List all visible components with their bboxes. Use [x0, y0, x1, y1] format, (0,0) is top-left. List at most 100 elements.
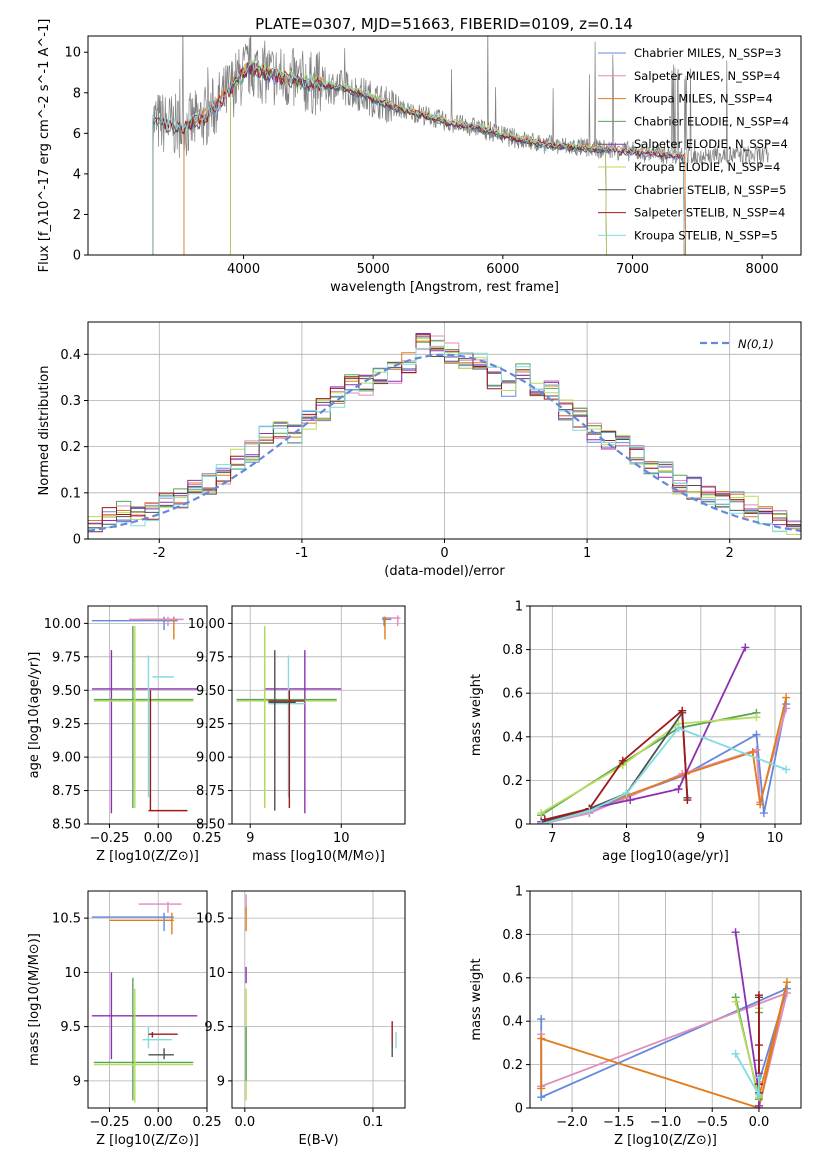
error-cross — [268, 650, 296, 811]
mass-weight-line — [540, 703, 788, 824]
y-axis-label: age [log10(age/yr)] — [27, 652, 42, 779]
y-tick-label: 8.75 — [52, 784, 81, 799]
x-tick-label: −0.25 — [90, 1115, 130, 1130]
series-group-age_vs_Z — [91, 616, 198, 814]
axes-frame — [231, 605, 406, 825]
y-tick-label: 0.1 — [60, 486, 81, 501]
axes-frame — [529, 890, 802, 1109]
x-tick-label: −2.0 — [556, 1115, 588, 1130]
error-cross — [91, 650, 198, 814]
mass-weight-point — [782, 693, 791, 702]
x-tick-label: 7 — [548, 831, 556, 846]
panel-weight_vs_age: 7 8 9 10 0 0.2 0.4 0.6 0.8 1 age [log10(age/yr)] ma… — [469, 600, 802, 864]
mass-weight-point — [754, 1041, 763, 1050]
legend-entry: Salpeter STELIB, N_SSP=4 — [634, 206, 785, 220]
y-tick-label: 0 — [73, 533, 81, 548]
figure-title: PLATE=0307, MJD=51663, FIBERID=0109, z=0… — [255, 15, 633, 33]
y-tick-label: 10.00 — [188, 617, 225, 632]
error-cross — [128, 616, 184, 627]
mass-weight-point — [537, 1084, 546, 1093]
y-tick-label: 10 — [64, 966, 81, 981]
y-tick-label: 0.6 — [502, 687, 523, 702]
residual-histogram-step — [88, 345, 801, 532]
axes-frame — [87, 890, 208, 1109]
y-tick-label: 0 — [515, 1102, 523, 1117]
y-tick-label: 10 — [208, 966, 225, 981]
series-group-age_vs_mass — [236, 615, 401, 814]
model-spectrum-line — [183, 62, 686, 255]
x-tick-label: −0.25 — [90, 831, 130, 846]
panel-age_vs_mass: 9 10 8.50 8.75 9.00 9.25 9.50 9.75 10.00 mass [lo… — [188, 605, 406, 864]
y-tick-label: 9.5 — [204, 1020, 225, 1035]
y-tick-label: 9.75 — [52, 650, 81, 665]
legend-entry: Kroupa STELIB, N_SSP=5 — [634, 228, 778, 242]
gaussian-reference-line — [88, 353, 801, 532]
y-tick-label: 4 — [73, 167, 81, 182]
mass-weight-point — [731, 1049, 740, 1058]
legend-entry: Kroupa ELODIE, N_SSP=4 — [634, 160, 780, 174]
mass-weight-point — [674, 724, 683, 733]
y-axis-label: Flux [f_λ10^-17 erg cm^-2 s^-1 A^-1] — [37, 19, 52, 273]
panel-age_vs_Z: −0.25 0.00 0.258.508.759.009.259.509.7510.… — [27, 605, 221, 864]
x-tick-label: −1.0 — [650, 1115, 682, 1130]
y-tick-label: 8.50 — [52, 818, 81, 833]
panel-mass_vs_Z: −0.25 0.00 0.25 9 9.5 10 10.5 Z [log10(Z/Z⊙)] ma… — [27, 890, 222, 1148]
x-axis-label: mass [log10(M/M⊙)] — [252, 849, 385, 864]
x-tick-label: 0.0 — [749, 1115, 770, 1130]
y-tick-label: 0.2 — [60, 440, 81, 455]
x-tick-label: -2 — [153, 546, 166, 561]
x-tick-label: 8 — [622, 831, 630, 846]
x-tick-label: 8000 — [746, 262, 779, 277]
legend-entry: Salpeter ELODIE, N_SSP=4 — [634, 137, 788, 151]
mass-weight-point — [782, 978, 791, 987]
x-tick-label: 2 — [726, 546, 734, 561]
error-cross — [138, 901, 182, 913]
error-cross — [236, 626, 337, 808]
mass-weight-point — [674, 785, 683, 794]
mass-weight-point — [782, 765, 791, 774]
x-tick-label: 0.25 — [193, 1115, 222, 1130]
mass-weight-point — [585, 806, 594, 815]
error-cross — [148, 690, 188, 812]
axes-frame — [87, 35, 802, 256]
error-cross — [93, 988, 194, 1103]
series-group-weight_vs_Z — [537, 928, 791, 1108]
mass-weight-point — [683, 796, 692, 805]
mass-weight-point — [731, 997, 740, 1006]
x-tick-label: −1.5 — [603, 1115, 635, 1130]
mass-weight-line — [540, 716, 757, 814]
y-tick-label: 0.4 — [60, 348, 81, 363]
plot-area-mass_vs_Z — [88, 891, 208, 1108]
mass-weight-point — [752, 713, 761, 722]
x-axis-label: age [log10(age/yr)] — [602, 849, 729, 864]
legend-entry: Chabrier ELODIE, N_SSP=4 — [634, 114, 789, 128]
y-tick-label: 1 — [515, 600, 523, 615]
y-tick-label: 10.5 — [52, 912, 81, 927]
mass-weight-point — [537, 1015, 546, 1024]
y-tick-label: 0.4 — [502, 730, 523, 745]
y-tick-label: 0.8 — [502, 928, 523, 943]
y-axis-label: mass weight — [469, 674, 484, 756]
y-tick-label: 10.5 — [196, 912, 225, 927]
y-tick-label: 0 — [73, 249, 81, 264]
error-cross — [142, 1026, 172, 1049]
error-cross — [93, 626, 194, 808]
plot-area-age_vs_Z — [88, 606, 208, 825]
x-tick-label: 0.00 — [144, 1115, 173, 1130]
x-axis-label: Z [log10(Z/Z⊙)] — [96, 849, 199, 864]
y-tick-label: 9.00 — [52, 751, 81, 766]
y-tick-label: 9.00 — [196, 751, 225, 766]
error-cross — [268, 655, 305, 798]
y-tick-label: 9.50 — [52, 684, 81, 699]
error-cross — [91, 912, 174, 932]
error-cross — [93, 977, 194, 1101]
mass-weight-point — [748, 748, 757, 757]
y-tick-label: 8.75 — [196, 784, 225, 799]
axes-frame — [87, 605, 208, 825]
y-tick-label: 0.3 — [60, 394, 81, 409]
series-group-mass_vs_Z — [91, 901, 198, 1103]
series-group-weight_vs_age — [537, 643, 791, 824]
mass-weight-line — [540, 981, 788, 1108]
